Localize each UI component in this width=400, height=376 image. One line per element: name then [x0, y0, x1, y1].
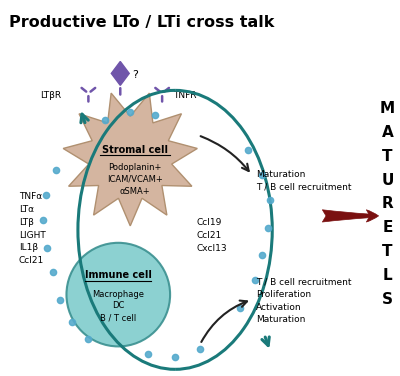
Text: Macrophage
DC
B / T cell: Macrophage DC B / T cell	[92, 290, 144, 322]
Text: T / B cell recruitment
Proliferation
Activation
Maturation: T / B cell recruitment Proliferation Act…	[256, 277, 351, 324]
Circle shape	[66, 243, 170, 346]
Text: E: E	[382, 220, 392, 235]
Text: S: S	[382, 292, 393, 307]
Text: T: T	[382, 149, 392, 164]
Text: M: M	[380, 101, 395, 116]
Text: ?: ?	[132, 70, 138, 80]
Text: U: U	[381, 173, 394, 188]
Text: Immune cell: Immune cell	[85, 270, 152, 280]
Polygon shape	[111, 61, 129, 85]
Text: Ccl19
Ccl21
Cxcl13: Ccl19 Ccl21 Cxcl13	[196, 218, 227, 253]
Text: R: R	[382, 196, 393, 211]
Text: Maturation
T / B cell recruitment: Maturation T / B cell recruitment	[256, 170, 351, 191]
Polygon shape	[63, 93, 197, 226]
Text: LTβR: LTβR	[40, 91, 62, 100]
Text: TNFα
LTα
LTβ
LIGHT
IL1β
Ccl21: TNFα LTα LTβ LIGHT IL1β Ccl21	[19, 192, 45, 265]
Text: T: T	[382, 244, 392, 259]
Text: A: A	[382, 125, 393, 140]
Text: TNFR: TNFR	[173, 91, 196, 100]
Text: Productive LTo / LTi cross talk: Productive LTo / LTi cross talk	[9, 15, 274, 30]
Text: Podoplanin+
ICAM/VCAM+
αSMA+: Podoplanin+ ICAM/VCAM+ αSMA+	[107, 163, 163, 196]
Text: L: L	[382, 268, 392, 283]
Text: Stromal cell: Stromal cell	[102, 145, 168, 155]
